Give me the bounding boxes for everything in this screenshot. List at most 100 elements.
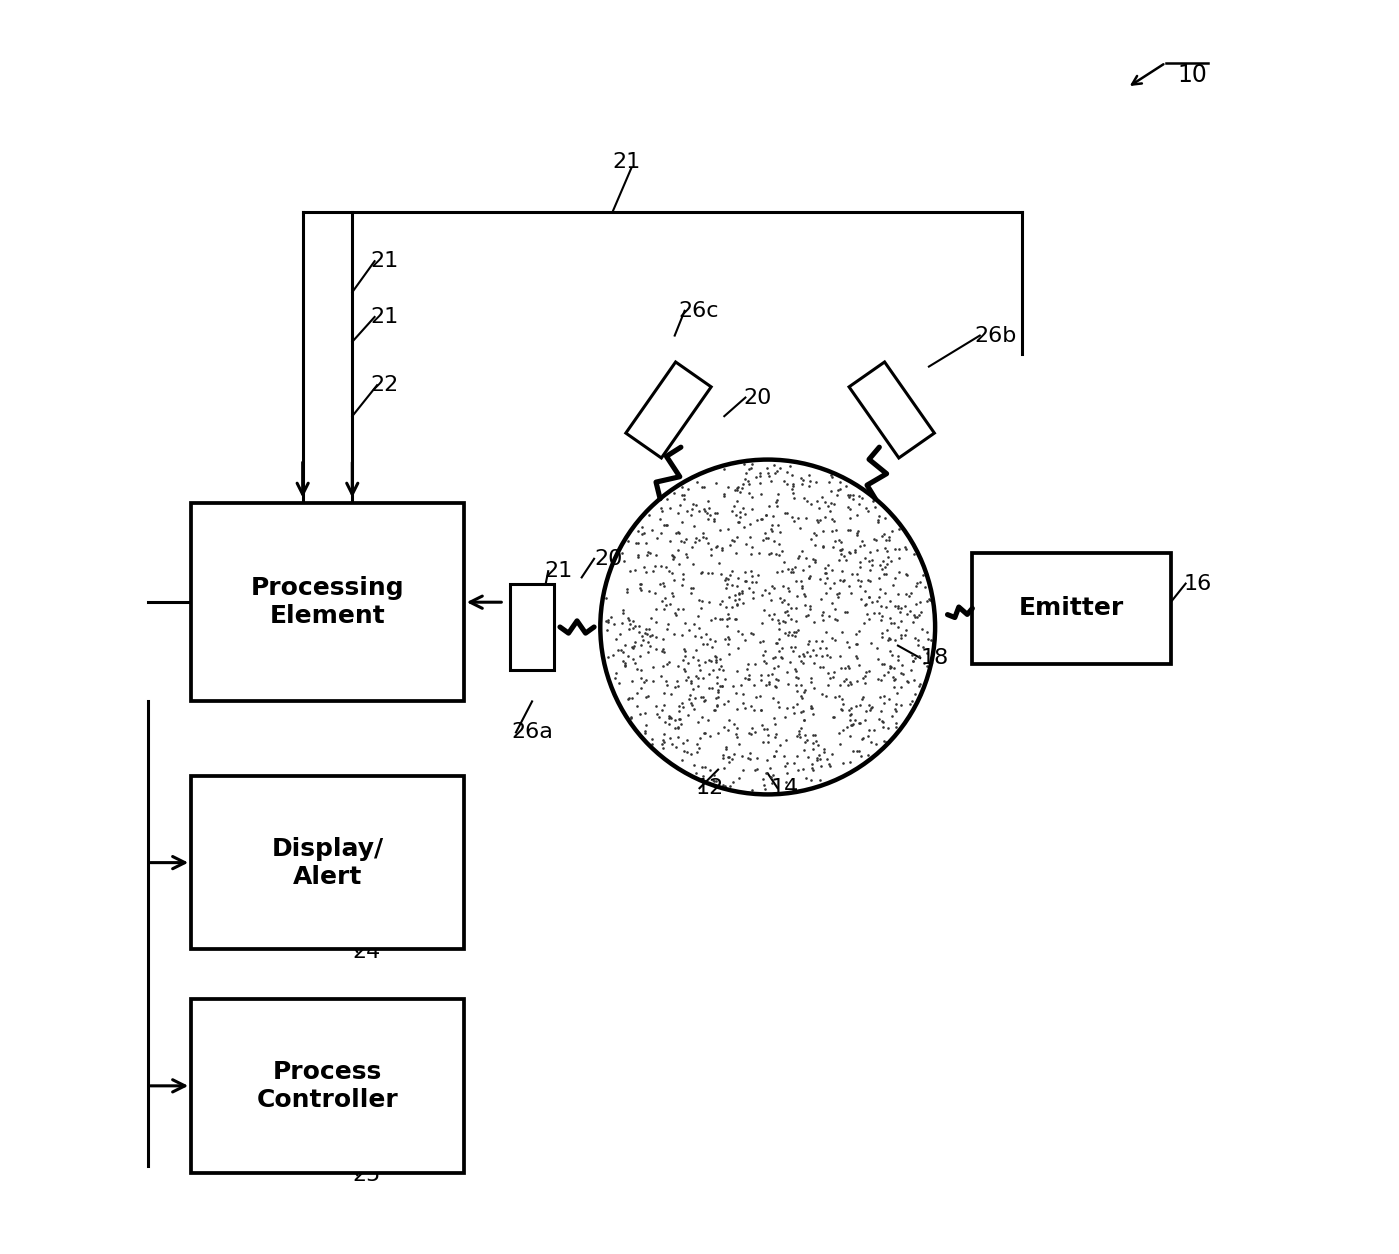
- Point: [658, 706, 680, 726]
- Point: [838, 658, 860, 678]
- Point: [761, 515, 783, 535]
- Point: [734, 562, 757, 582]
- Point: [693, 691, 715, 711]
- Point: [741, 780, 764, 800]
- Point: [772, 472, 795, 492]
- Point: [618, 619, 641, 640]
- Point: [781, 598, 803, 618]
- Point: [828, 583, 851, 603]
- Point: [827, 587, 849, 607]
- Point: [630, 636, 652, 656]
- Point: [727, 583, 750, 603]
- Point: [765, 633, 788, 653]
- Point: [905, 576, 928, 596]
- Point: [729, 734, 751, 754]
- Point: [711, 540, 733, 561]
- Point: [757, 528, 779, 548]
- Point: [655, 594, 677, 614]
- Point: [704, 646, 726, 666]
- Point: [767, 515, 789, 535]
- Point: [811, 522, 834, 542]
- Point: [848, 487, 870, 507]
- Point: [849, 557, 872, 577]
- Point: [764, 463, 786, 483]
- Point: [779, 562, 802, 582]
- Point: [624, 616, 646, 636]
- Point: [673, 647, 695, 667]
- Point: [737, 483, 760, 503]
- Text: 16: 16: [1184, 573, 1212, 593]
- Point: [908, 604, 930, 624]
- Point: [919, 589, 942, 609]
- Point: [681, 499, 704, 519]
- Point: [718, 643, 740, 663]
- Point: [823, 706, 845, 726]
- Point: [758, 757, 781, 777]
- Point: [711, 656, 733, 676]
- Point: [884, 596, 907, 616]
- Point: [846, 520, 869, 540]
- Point: [806, 492, 828, 512]
- Point: [680, 578, 702, 598]
- Point: [877, 662, 900, 682]
- Point: [683, 494, 705, 514]
- Point: [859, 561, 881, 581]
- Point: [669, 709, 691, 729]
- Point: [851, 730, 873, 750]
- Point: [804, 524, 827, 544]
- Point: [802, 760, 824, 780]
- Point: [712, 775, 734, 795]
- Point: [835, 477, 858, 497]
- Point: [658, 714, 680, 734]
- Point: [845, 635, 867, 655]
- Point: [718, 710, 740, 730]
- Bar: [972, 553, 1171, 665]
- Point: [704, 700, 726, 720]
- Point: [655, 557, 677, 577]
- Point: [887, 646, 909, 666]
- Point: [704, 771, 726, 791]
- Point: [718, 630, 740, 650]
- Text: 21: 21: [371, 251, 399, 271]
- Point: [827, 551, 849, 571]
- Point: [810, 646, 832, 666]
- Point: [720, 749, 743, 769]
- Point: [656, 618, 679, 638]
- Point: [774, 503, 796, 523]
- Point: [638, 581, 660, 601]
- Point: [807, 735, 830, 755]
- Point: [611, 612, 634, 632]
- Point: [816, 686, 838, 706]
- Point: [694, 690, 716, 710]
- Point: [713, 628, 736, 648]
- Point: [666, 717, 688, 737]
- Point: [597, 647, 620, 667]
- Point: [718, 747, 740, 767]
- Point: [718, 587, 740, 607]
- Point: [695, 635, 718, 655]
- Point: [793, 646, 816, 666]
- Point: [916, 656, 939, 676]
- Point: [814, 507, 837, 527]
- Point: [820, 480, 842, 500]
- Point: [705, 647, 727, 667]
- Point: [616, 582, 638, 602]
- Point: [672, 734, 694, 754]
- Point: [894, 626, 916, 646]
- Point: [877, 548, 900, 568]
- Point: [848, 741, 870, 761]
- Point: [867, 709, 890, 729]
- Point: [886, 682, 908, 702]
- Point: [732, 683, 754, 703]
- Point: [637, 642, 659, 662]
- Point: [788, 547, 810, 567]
- Point: [638, 636, 660, 656]
- Point: [697, 533, 719, 553]
- Point: [751, 509, 774, 529]
- Point: [644, 583, 666, 603]
- Point: [679, 619, 701, 640]
- Point: [762, 648, 785, 668]
- Point: [823, 662, 845, 682]
- Point: [884, 568, 907, 588]
- Point: [687, 606, 709, 626]
